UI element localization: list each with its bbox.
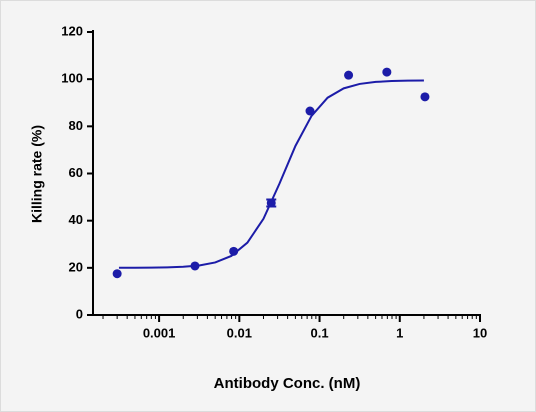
y-tick-label: 120 [61, 23, 83, 38]
y-tick-label: 60 [69, 165, 83, 180]
y-tick-label: 40 [69, 212, 83, 227]
data-point [344, 70, 354, 80]
x-tick-label: 0.1 [311, 325, 329, 340]
data-point [382, 67, 392, 77]
y-tick-label: 80 [69, 118, 83, 133]
data-point [420, 92, 430, 102]
x-tick-label: 10 [473, 325, 487, 340]
data-point [305, 106, 315, 116]
y-tick-label: 20 [69, 259, 83, 274]
fit-curve [118, 79, 424, 269]
x-tick-label: 0.01 [227, 325, 252, 340]
y-tick-label: 100 [61, 71, 83, 86]
x-axis-label: Antibody Conc. (nM) [214, 375, 361, 392]
x-tick-label: 0.001 [143, 325, 176, 340]
y-tick-label: 0 [76, 306, 83, 321]
data-point [112, 269, 122, 279]
x-tick-label: 1 [396, 325, 403, 340]
y-axis-label: Killing rate (%) [29, 125, 45, 223]
data-point [229, 246, 239, 256]
